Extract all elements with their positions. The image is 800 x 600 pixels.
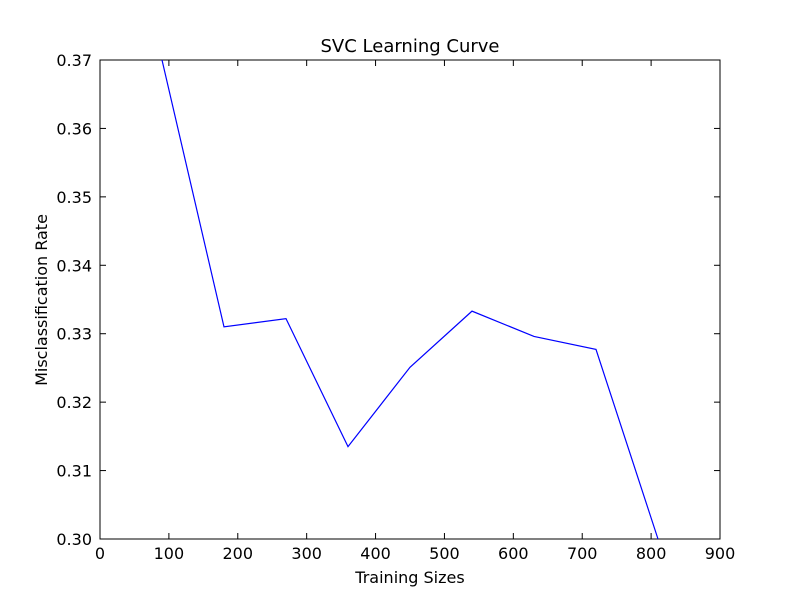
y-tick-label: 0.32 (56, 393, 92, 412)
y-tick-label: 0.30 (56, 530, 92, 549)
x-tick-label: 400 (360, 544, 391, 563)
series-line-1 (161, 59, 659, 540)
x-tick-label: 700 (567, 544, 598, 563)
x-tick-label: 200 (223, 544, 254, 563)
plot-area: 0 100 200 300 400 500 600 700 800 900 0.300.310.3… (56, 51, 735, 563)
x-tick-label: 600 (498, 544, 529, 563)
plot-frame (99, 59, 721, 540)
y-tick-label: 0.31 (56, 462, 92, 481)
y-axis-label: Misclassification Rate (32, 214, 51, 386)
x-tick-label: 500 (429, 544, 460, 563)
series-layer (161, 59, 659, 540)
y-tick-label: 0.34 (56, 256, 92, 275)
x-tick-label: 0 (95, 544, 105, 563)
y-tick-label: 0.33 (56, 325, 92, 344)
x-tick-label: 100 (154, 544, 185, 563)
chart-title: SVC Learning Curve (321, 36, 500, 57)
x-tick-label: 800 (636, 544, 667, 563)
x-tick-label: 900 (705, 544, 736, 563)
y-tick-label: 0.35 (56, 188, 92, 207)
x-axis-label: Training Sizes (354, 568, 464, 587)
y-tick-label: 0.36 (56, 119, 92, 138)
x-axis-ticks: 0 100 200 300 400 500 600 700 800 900 (95, 60, 735, 563)
y-tick-label: 0.37 (56, 51, 92, 70)
y-axis-ticks: 0.30 0.31 0.32 0.33 0.34 0.35 0.36 0.37 (56, 51, 720, 549)
x-tick-label: 300 (291, 544, 322, 563)
